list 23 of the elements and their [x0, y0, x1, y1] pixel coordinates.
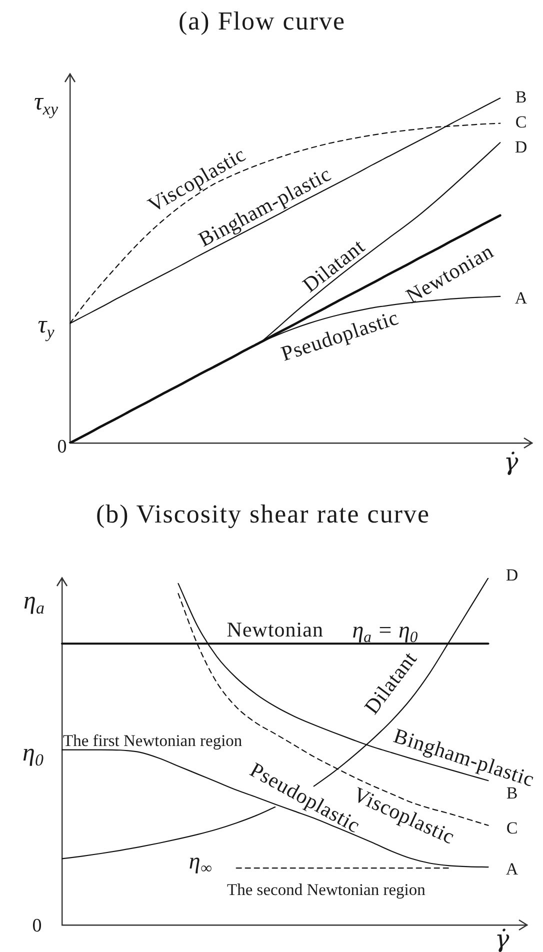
y-axis-title: τ$_{xy}$ [34, 88, 58, 120]
text: 0 [32, 916, 42, 938]
annotation: D [514, 138, 528, 158]
annotation: η$_{a}$ = η$_{0}$ [352, 618, 418, 646]
annotation: The first Newtonian region [63, 730, 242, 750]
series-label: Newtonian [226, 617, 324, 642]
x-axis-title: γ̇ [504, 448, 518, 476]
y-axis-title: η$_{a}$ [24, 588, 44, 618]
x-axis-title: γ̇ [494, 924, 510, 952]
chart-title: (b) Viscosity shear rate curve [96, 500, 430, 530]
annotation: A [514, 288, 528, 308]
annotation: C [506, 818, 518, 838]
text: η$_{0}$ [22, 740, 44, 770]
annotation: The second Newtonian region [227, 880, 426, 900]
annotation: B [515, 88, 527, 108]
text: 0 [57, 436, 67, 458]
series-label: η$_{∞}$ [188, 848, 212, 878]
annotation: D [506, 566, 518, 586]
annotation: B [506, 784, 518, 804]
chart-title: (a) Flow curve [178, 6, 346, 36]
text: τ$_{y}$ [38, 312, 54, 342]
annotation: A [506, 860, 518, 880]
annotation: C [515, 112, 527, 132]
